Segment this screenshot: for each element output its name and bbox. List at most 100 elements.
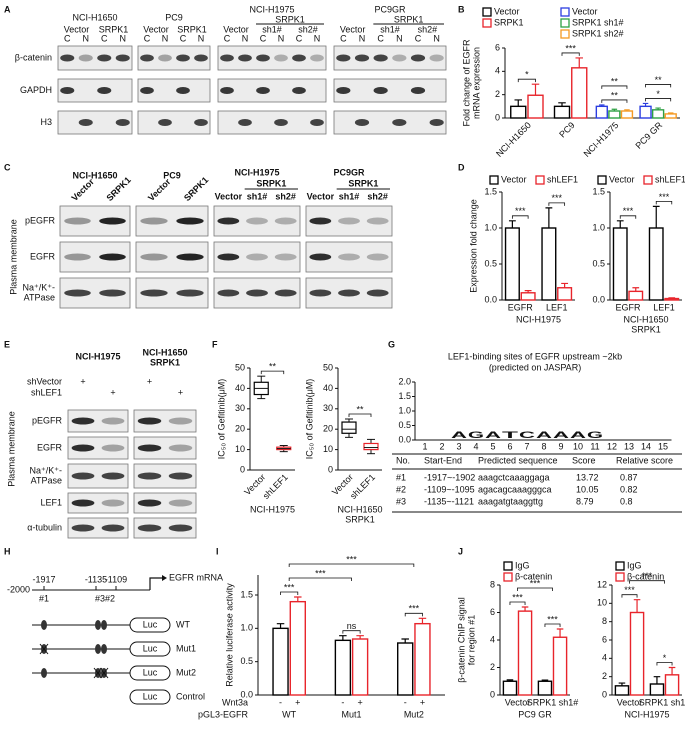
y-tick-label: 0.0 <box>484 294 497 304</box>
logo-letter: G <box>468 430 484 440</box>
binding-site <box>41 620 47 630</box>
y-tick-label: 8 <box>490 579 495 589</box>
x-tick-label: EGFR <box>615 302 641 312</box>
binding-site <box>41 668 47 678</box>
panel-label: B <box>458 4 465 14</box>
band <box>194 54 208 62</box>
bar <box>351 638 369 696</box>
group-label: NCI-H1650 <box>337 504 382 514</box>
bar <box>595 105 608 119</box>
construct-label: WT <box>176 619 190 629</box>
error-bar <box>618 682 626 686</box>
y-tick-label: 20 <box>323 424 333 434</box>
table-cell: 10.05 <box>576 484 599 494</box>
x-tick-label: PC9 <box>557 120 576 139</box>
legend-label: Vector <box>494 6 520 16</box>
legend-swatch <box>535 175 545 185</box>
legend-label: Vector <box>501 174 527 184</box>
error-bar <box>276 623 285 629</box>
y-tick-label: 1.0 <box>240 623 253 633</box>
table-cell: -1109~-1095 <box>424 484 475 494</box>
logo-position: 5 <box>490 441 495 451</box>
mutation-x <box>93 667 103 679</box>
bar <box>557 287 573 301</box>
band <box>168 499 193 507</box>
band <box>168 444 193 452</box>
group-title: NCI-H1975 <box>234 167 279 177</box>
condition-label: SRPK1 <box>182 175 210 203</box>
reporter-label: Luc <box>143 619 158 629</box>
side-label: Plasma membrane <box>6 411 16 487</box>
blot-strip <box>137 78 211 103</box>
significance-bracket <box>260 370 285 375</box>
significance-bracket <box>621 594 638 598</box>
logo-position: 4 <box>473 441 478 451</box>
significance-label: ** <box>356 404 364 414</box>
band <box>140 87 154 94</box>
blot-strip <box>57 78 133 103</box>
x-tick-label: shLEF1 <box>261 472 290 501</box>
panel-label: D <box>458 162 465 172</box>
blot-strip <box>333 78 447 103</box>
group-subtitle: SRPK1 <box>275 14 305 24</box>
significance-bracket <box>280 591 299 595</box>
panel-label: C <box>4 162 11 172</box>
error-bar <box>339 635 347 641</box>
band <box>217 289 240 297</box>
band <box>71 472 95 480</box>
fraction-label: N <box>278 33 285 43</box>
blot-strip <box>217 110 327 135</box>
band <box>158 54 172 62</box>
significance-bracket <box>655 201 673 205</box>
fraction-label: C <box>415 33 422 43</box>
bar <box>571 67 588 119</box>
significance-bracket <box>645 98 672 102</box>
legend-label: SRPK1 <box>494 17 524 27</box>
group-subtitle: SRPK1 <box>394 14 424 24</box>
reporter-label: Luc <box>143 643 158 653</box>
y-axis-label: Relative luciferase activity <box>224 583 234 687</box>
significance-label: *** <box>530 578 541 588</box>
logo-position: 15 <box>658 441 668 451</box>
legend-swatch <box>489 175 499 185</box>
blot-strip <box>137 110 211 135</box>
y-tick-label: 6 <box>490 607 495 617</box>
band <box>392 54 407 62</box>
y-tick-label: 0.5 <box>484 258 497 268</box>
band <box>137 444 162 452</box>
band <box>274 119 288 126</box>
y-tick-label: 4 <box>602 653 607 663</box>
row-label: Na⁺/K⁺- <box>22 282 55 292</box>
y-axis-label: for region #1 <box>466 615 476 666</box>
legend-swatch <box>482 18 492 28</box>
row-label: Na⁺/K⁺- <box>29 465 62 475</box>
logo-tick-label: 0.5 <box>398 420 411 430</box>
bar <box>289 600 306 696</box>
series-label: - <box>279 697 282 707</box>
significance-bracket <box>509 601 526 605</box>
x-tick-label: Mut2 <box>404 709 424 719</box>
legend-swatch <box>560 29 570 39</box>
row-label: ATPase <box>31 475 62 485</box>
significance-bracket <box>511 215 529 219</box>
blot-strip <box>133 436 197 460</box>
bar <box>541 227 557 301</box>
legend-swatch <box>560 7 570 17</box>
luc-box <box>129 617 171 633</box>
bar <box>649 683 665 696</box>
logo-position: 1 <box>422 441 427 451</box>
band <box>137 417 162 425</box>
error-bar <box>668 666 676 675</box>
condition-label: sh1# <box>380 24 400 34</box>
y-tick-label: 10 <box>323 444 333 454</box>
binding-site <box>95 620 101 630</box>
logo-position: 7 <box>524 441 529 451</box>
x-tick-label: EGFR <box>508 302 534 312</box>
band <box>238 119 252 126</box>
band <box>97 87 112 94</box>
condition-label: Vector <box>64 24 90 34</box>
position-label: -1917 <box>32 574 55 584</box>
legend-label: shLEF1 <box>547 174 578 184</box>
y-tick-label: 20 <box>235 424 245 434</box>
y-tick-label: 1.5 <box>240 589 253 599</box>
